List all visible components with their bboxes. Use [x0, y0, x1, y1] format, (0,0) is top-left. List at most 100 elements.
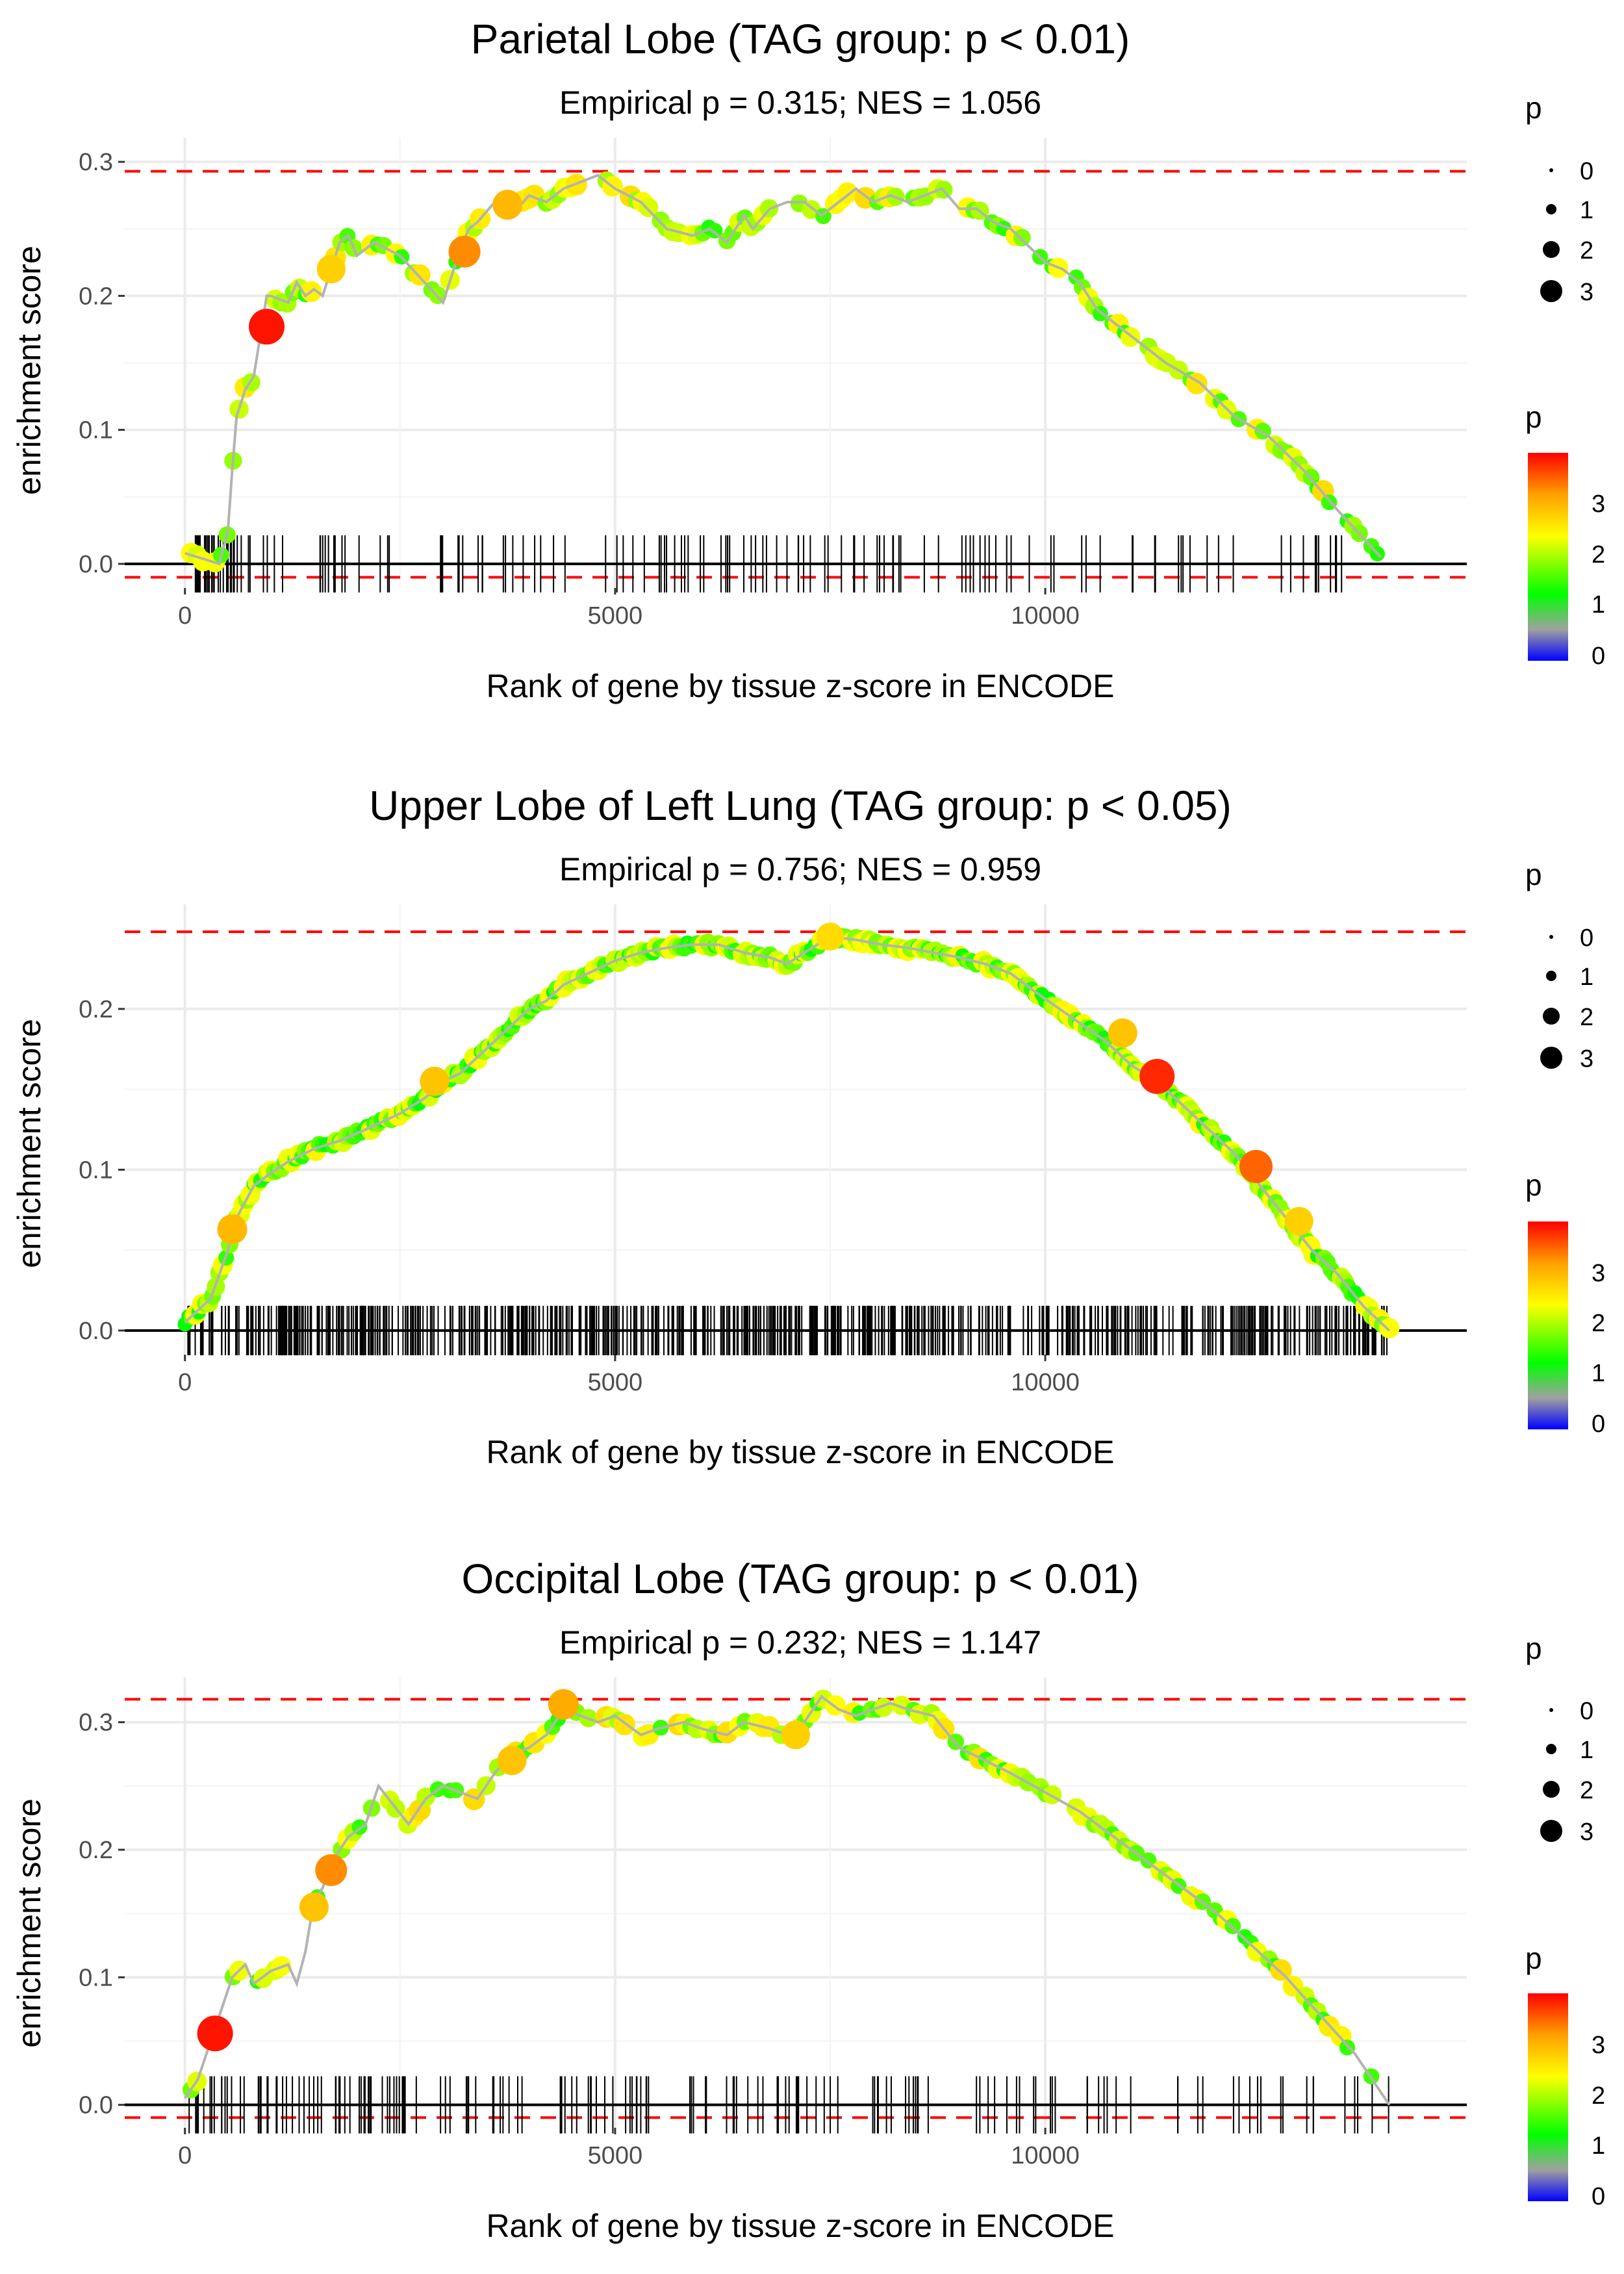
size-legend-label: 2 — [1580, 1004, 1593, 1031]
size-legend-title: p — [1525, 1631, 1542, 1665]
color-legend-label: 0 — [1592, 643, 1605, 670]
size-legend-label: 0 — [1580, 925, 1593, 952]
size-key-3 — [1540, 1820, 1562, 1842]
size-legend-label: 3 — [1580, 1819, 1593, 1846]
color-legend-label: 2 — [1592, 1310, 1605, 1337]
es-point-highlight — [1108, 1018, 1137, 1048]
es-point-highlight — [1239, 1149, 1273, 1183]
es-point-highlight — [492, 190, 523, 220]
size-legend-label: 0 — [1580, 1698, 1593, 1725]
x-tick-label: 10000 — [1011, 2142, 1080, 2169]
size-legend-label: 1 — [1580, 197, 1593, 224]
y-tick-label: 0.1 — [79, 1964, 113, 1991]
y-tick-label: 0.2 — [79, 283, 113, 310]
color-legend-label: 1 — [1592, 591, 1605, 619]
es-point — [1379, 1318, 1400, 1338]
color-legend-label: 2 — [1592, 2082, 1605, 2110]
y-tick-label: 0.2 — [79, 1837, 113, 1864]
panel-occipital-lobe: Occipital Lobe (TAG group: p < 0.01) Emp… — [11, 1555, 1605, 2244]
plot-area: 0.0 0.1 0.2 0.3 0 5000 10000 — [79, 1678, 1467, 2169]
x-tick-label: 0 — [178, 1369, 192, 1396]
y-tick-label: 0.3 — [79, 1709, 113, 1737]
es-point — [1270, 1959, 1292, 1981]
y-tick-label: 0.0 — [79, 551, 113, 578]
es-point-highlight — [420, 1066, 450, 1096]
size-legend-label: 3 — [1580, 1045, 1593, 1073]
size-key-2 — [1543, 241, 1560, 258]
panel-subtitle: Empirical p = 0.232; NES = 1.147 — [559, 1624, 1041, 1661]
es-point — [416, 1787, 435, 1807]
es-point-highlight — [249, 309, 285, 345]
color-legend: p 0 1 2 3 — [1525, 1941, 1605, 2210]
panel-parietal-lobe: Parietal Lobe (TAG group: p < 0.01) Empi… — [11, 16, 1605, 704]
panel-subtitle: Empirical p = 0.315; NES = 1.056 — [559, 84, 1041, 121]
x-tick-label: 5000 — [588, 602, 643, 630]
x-tick-label: 0 — [178, 602, 192, 630]
color-legend-label: 1 — [1592, 1360, 1605, 1387]
size-legend-title: p — [1525, 858, 1542, 891]
es-point-highlight — [548, 1689, 579, 1720]
size-legend-label: 1 — [1580, 964, 1593, 991]
color-legend-label: 3 — [1592, 2032, 1605, 2059]
size-key-1 — [1546, 204, 1556, 214]
color-legend-title: p — [1525, 1168, 1542, 1202]
size-legend: p 0 1 2 3 — [1525, 1631, 1593, 1846]
size-legend-label: 2 — [1580, 237, 1593, 264]
x-axis-title: Rank of gene by tissue z-score in ENCODE — [486, 1434, 1114, 1470]
x-tick-label: 10000 — [1011, 602, 1080, 630]
color-bar — [1528, 453, 1568, 661]
x-tick-label: 10000 — [1011, 1369, 1080, 1396]
panel-title: Parietal Lobe (TAG group: p < 0.01) — [471, 16, 1130, 62]
es-curve — [184, 173, 1382, 566]
size-key-1 — [1546, 971, 1556, 981]
color-bar — [1528, 1993, 1568, 2201]
x-tick-label: 5000 — [588, 1369, 643, 1396]
size-legend-title: p — [1525, 91, 1542, 125]
size-legend-label: 2 — [1580, 1777, 1593, 1804]
y-tick-label: 0.1 — [79, 417, 113, 444]
y-axis-title: enrichment score — [11, 1798, 47, 2048]
color-legend-label: 3 — [1592, 1260, 1605, 1287]
color-legend-label: 0 — [1592, 2183, 1605, 2210]
size-key-0 — [1549, 935, 1553, 939]
color-legend-label: 2 — [1592, 541, 1605, 568]
es-point-highlight — [781, 1720, 810, 1750]
color-bar — [1528, 1221, 1568, 1429]
es-curve — [184, 1694, 1391, 2106]
plot-area: 0.0 0.1 0.2 0 5000 10000 — [79, 904, 1467, 1396]
color-legend-label: 1 — [1592, 2132, 1605, 2160]
size-key-0 — [1549, 168, 1553, 172]
size-key-2 — [1543, 1781, 1560, 1798]
x-tick-label: 0 — [178, 2142, 192, 2169]
color-legend: p 0 1 2 3 — [1525, 400, 1605, 670]
es-point-highlight — [816, 923, 844, 951]
x-tick-label: 5000 — [588, 2142, 643, 2169]
color-legend-title: p — [1525, 400, 1542, 434]
es-point-highlight — [315, 1854, 348, 1886]
y-axis-title: enrichment score — [11, 246, 47, 495]
y-tick-label: 0.0 — [79, 2092, 113, 2119]
panel-title: Occipital Lobe (TAG group: p < 0.01) — [462, 1555, 1139, 1602]
color-legend-label: 3 — [1592, 491, 1605, 518]
size-legend: p 0 1 2 3 — [1525, 858, 1593, 1073]
es-point-highlight — [497, 1746, 527, 1776]
panel-title: Upper Lobe of Left Lung (TAG group: p < … — [369, 782, 1232, 829]
y-tick-label: 0.2 — [79, 996, 113, 1023]
es-point — [1013, 229, 1031, 247]
x-axis-title: Rank of gene by tissue z-score in ENCODE — [486, 668, 1114, 704]
y-tick-label: 0.1 — [79, 1156, 113, 1184]
size-key-3 — [1540, 280, 1562, 302]
es-point-highlight — [217, 1214, 247, 1244]
size-key-1 — [1546, 1744, 1556, 1754]
color-legend-label: 0 — [1592, 1411, 1605, 1438]
plot-area: 0.0 0.1 0.2 0.3 0 5000 10000 — [79, 138, 1467, 630]
x-axis-title: Rank of gene by tissue z-score in ENCODE — [486, 2208, 1114, 2244]
size-key-2 — [1543, 1008, 1560, 1025]
es-point-highlight — [1284, 1207, 1313, 1236]
size-legend-label: 0 — [1580, 158, 1593, 185]
panel-subtitle: Empirical p = 0.756; NES = 0.959 — [559, 851, 1041, 888]
size-key-0 — [1549, 1708, 1553, 1712]
es-point — [639, 198, 659, 218]
es-point-highlight — [299, 1892, 329, 1922]
